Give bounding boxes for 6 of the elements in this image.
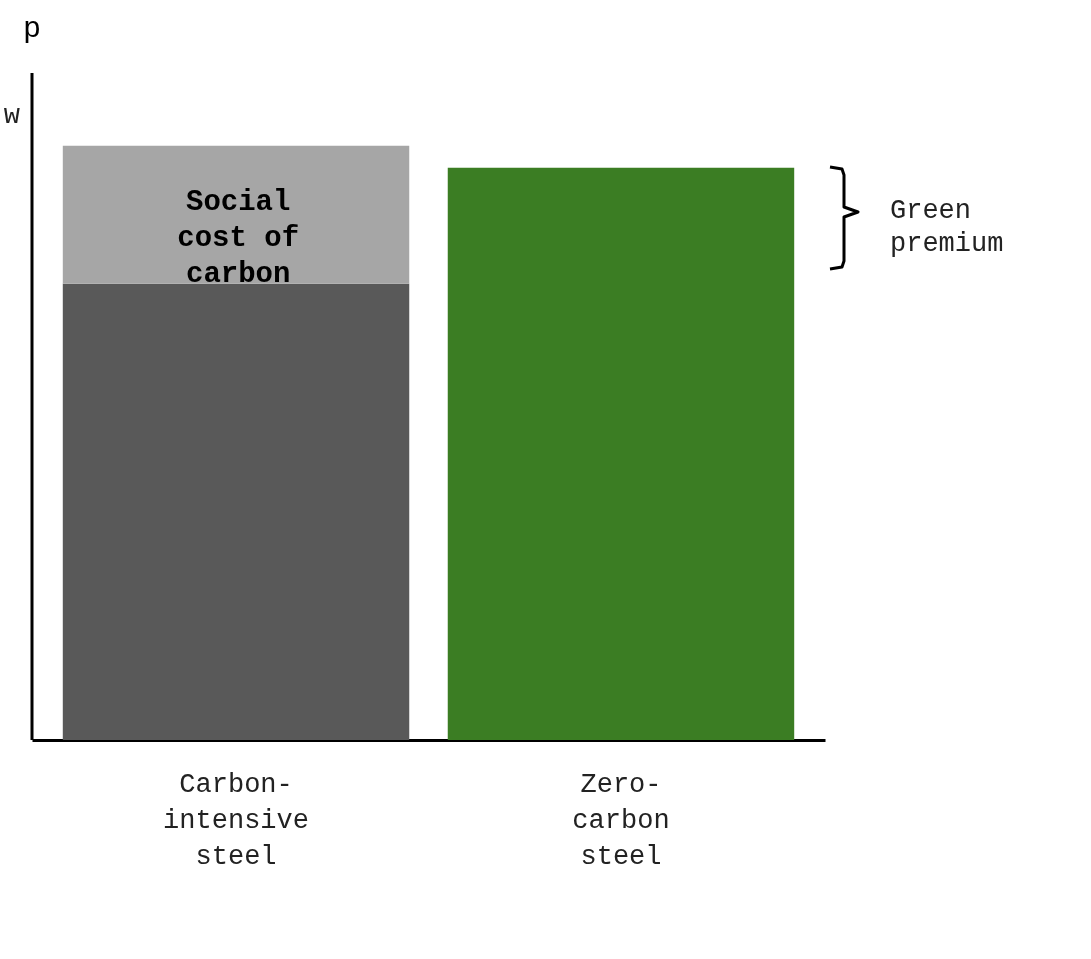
text: Green premium	[890, 196, 1004, 259]
text: w	[3, 101, 20, 131]
x-tick-label: Zero-carbon steel	[572, 769, 670, 872]
annotation: Social cost of carbon	[177, 186, 300, 291]
x-tick-label: Carbon-intensive steel	[163, 769, 309, 872]
y-axis-title: p	[22, 12, 42, 46]
